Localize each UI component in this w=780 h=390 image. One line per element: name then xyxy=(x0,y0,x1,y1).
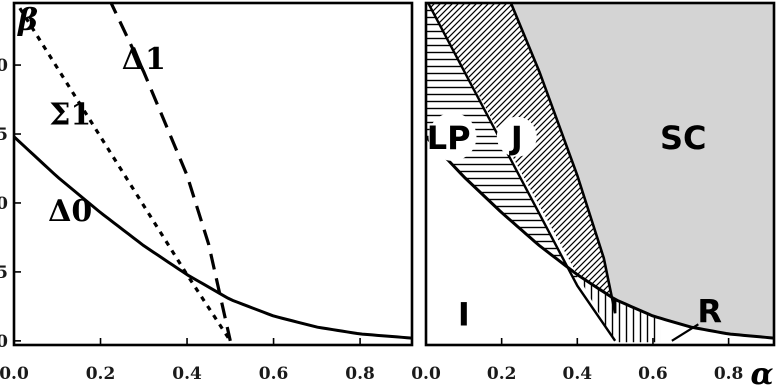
y-tick-label: 0.00 xyxy=(0,332,8,352)
left-plot-area xyxy=(14,0,412,341)
left-x-tick-label: 0.4 xyxy=(172,364,202,384)
left-x-tick-label: 0.0 xyxy=(0,364,29,384)
region-label: SC xyxy=(660,119,707,157)
left-x-tick-label: 0.2 xyxy=(86,364,116,384)
left-axes-frame xyxy=(14,3,412,345)
right-x-tick-label: 0.2 xyxy=(487,364,517,384)
y-tick-label: 0.05 xyxy=(0,263,8,283)
region-label: LP xyxy=(427,119,471,157)
right-plot-area xyxy=(422,0,778,359)
curve-label: Σ1 xyxy=(49,97,91,132)
curve-label: Δ1 xyxy=(122,42,166,77)
y-tick-label: 0.20 xyxy=(0,56,8,76)
region-label: J xyxy=(509,119,523,157)
y-tick-label: 0.10 xyxy=(0,194,8,214)
right-x-tick-label: 0.0 xyxy=(411,364,441,384)
y-axis-label: β xyxy=(17,3,38,38)
right-x-tick-label: 0.6 xyxy=(638,364,668,384)
y-tick-label: 0.15 xyxy=(0,125,8,145)
right-panel: 0.0 0.2 0.4 0.6 0.8 LP J SC I R α xyxy=(411,0,778,390)
x-axis-label: α xyxy=(750,357,773,390)
region-label: I xyxy=(458,295,470,333)
left-panel: 0.0 0.2 0.4 0.6 0.8 0.00 0.05 0.10 0.15 0.20 Δ1 Σ1… xyxy=(0,0,412,384)
left-x-tick-label: 0.8 xyxy=(345,364,375,384)
series-line-1 xyxy=(14,137,412,338)
region-label: R xyxy=(697,293,722,331)
right-x-tick-label: 0.4 xyxy=(563,364,593,384)
right-x-tick-label: 0.8 xyxy=(714,364,744,384)
left-curve-labels: Δ1 Σ1 Δ0 xyxy=(48,42,166,229)
curve-label: Δ0 xyxy=(48,194,92,229)
left-x-tick-label: 0.6 xyxy=(259,364,289,384)
